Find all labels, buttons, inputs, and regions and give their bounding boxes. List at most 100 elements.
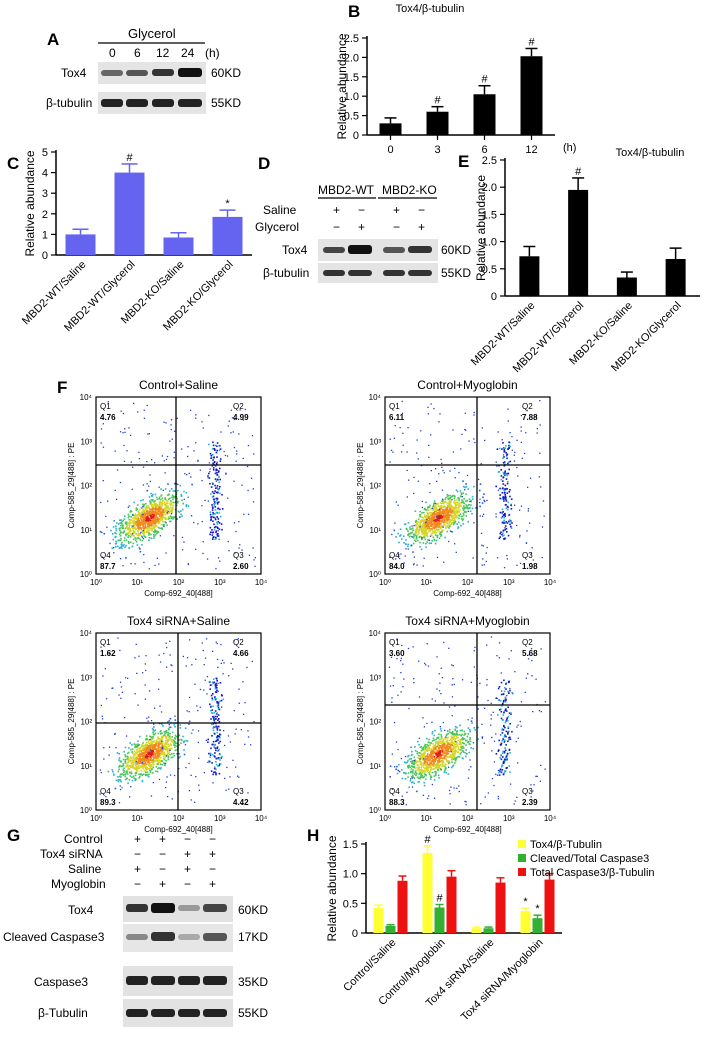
flow-event <box>148 529 150 532</box>
x-tick-label: 12 <box>525 144 537 156</box>
flow-event <box>158 778 161 781</box>
flow-event <box>431 539 433 542</box>
flow-event <box>210 718 212 720</box>
flow-event <box>514 504 516 506</box>
flow-event <box>428 746 430 748</box>
flow-event <box>176 749 179 751</box>
flow-event <box>211 448 214 450</box>
flow-event <box>420 527 422 530</box>
flow-event <box>427 741 430 744</box>
flow-event <box>407 767 410 769</box>
flow-event <box>126 752 129 755</box>
band <box>203 1009 227 1017</box>
flow-event <box>440 511 442 513</box>
flow-event <box>507 408 509 410</box>
flow-event <box>527 508 530 510</box>
flow-event <box>426 529 428 531</box>
flow-event <box>152 781 154 784</box>
band <box>203 904 227 912</box>
flow-event <box>437 774 440 777</box>
flow-event <box>124 759 127 761</box>
flow-event <box>464 489 466 491</box>
flow-event <box>146 747 148 749</box>
flow-event <box>151 772 154 774</box>
flow-event <box>210 493 212 495</box>
flow-event <box>443 561 445 563</box>
flow-event <box>453 510 456 512</box>
flow-event <box>428 521 430 524</box>
flow-event <box>220 431 222 433</box>
flow-event <box>444 738 447 740</box>
x-tick-label: 3 <box>434 144 440 156</box>
flow-event <box>439 742 441 744</box>
flow-event <box>212 441 214 444</box>
flow-event <box>434 534 437 536</box>
flow-event <box>511 522 513 524</box>
flow-event <box>428 542 431 545</box>
bar <box>519 256 540 296</box>
flow-event <box>122 432 124 434</box>
flow-event <box>130 760 132 763</box>
flow-event <box>452 523 455 526</box>
flow-event <box>447 747 450 750</box>
flow-event <box>430 403 432 405</box>
flow-event <box>449 728 451 731</box>
flow-event <box>244 702 246 704</box>
flow-event <box>215 686 217 689</box>
flow-event <box>503 450 506 453</box>
flow-event <box>449 470 451 472</box>
flow-event <box>228 550 230 552</box>
flow-event <box>439 764 442 767</box>
flow-event <box>208 760 210 762</box>
flow-event <box>134 772 137 774</box>
y-tick-label: 1.5 <box>343 839 358 851</box>
flow-event <box>160 711 163 713</box>
flow-event <box>180 742 182 744</box>
flow-event <box>247 513 250 515</box>
x-tick-label: 10³ <box>503 578 515 587</box>
flow-event <box>146 489 149 492</box>
flow-event <box>147 520 149 522</box>
flow-event <box>216 499 218 502</box>
flow-event <box>179 724 181 726</box>
flow-event <box>194 683 196 685</box>
flow-event <box>437 512 440 514</box>
flow-event <box>149 750 151 752</box>
flow-event <box>120 545 123 548</box>
flow-event <box>473 414 475 416</box>
flow-event <box>192 729 194 731</box>
flow-event <box>414 762 416 765</box>
flow-event <box>215 530 218 532</box>
flow-event <box>131 743 133 746</box>
flow-event <box>421 529 423 532</box>
flow-event <box>169 749 171 751</box>
flow-event <box>439 523 442 525</box>
flow-event <box>448 750 451 753</box>
flow-event <box>165 754 168 756</box>
flow-event <box>160 736 163 738</box>
flow-event <box>466 505 468 508</box>
flow-event <box>135 771 138 773</box>
flow-event <box>430 519 433 521</box>
bar <box>434 907 445 933</box>
flow-event <box>169 736 171 738</box>
flow-event <box>451 759 453 761</box>
flow-event <box>122 532 124 534</box>
flow-event <box>141 774 144 776</box>
y-tick-label: 10⁴ <box>80 393 93 402</box>
flow-event <box>399 427 401 429</box>
flow-event <box>453 508 456 511</box>
flow-event <box>505 451 507 454</box>
flow-event <box>167 734 169 737</box>
flow-event <box>454 760 457 762</box>
flow-event <box>440 738 442 741</box>
flow-event <box>441 749 443 751</box>
flow-event <box>127 522 129 524</box>
flow-event <box>420 761 422 764</box>
flow-event <box>417 781 420 783</box>
flow-event <box>423 745 426 748</box>
flow-event <box>197 730 200 732</box>
flow-event <box>451 510 454 513</box>
flow-event <box>160 501 162 503</box>
